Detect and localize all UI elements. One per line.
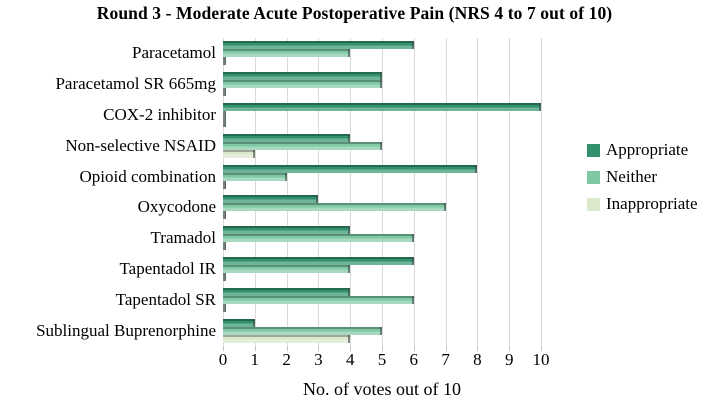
x-axis-tickmark <box>286 346 288 351</box>
gridline <box>286 38 288 346</box>
bar-appropriate-oxycodone <box>223 195 319 204</box>
category-label: Paracetamol SR 665mg <box>55 74 216 94</box>
bar-appropriate-tapentadol-sr <box>223 287 351 296</box>
x-axis-title: No. of votes out of 10 <box>303 379 461 399</box>
bar-inappropriate-paracetamol-sr-665mg <box>223 88 226 97</box>
x-tick-label: 9 <box>504 350 514 369</box>
x-tick-label: 1 <box>250 350 260 369</box>
gridline <box>509 38 511 346</box>
gridline <box>223 38 224 346</box>
bar-neither-oxycodone <box>223 203 446 212</box>
x-tick-label: 6 <box>409 350 419 369</box>
category-label: Oxycodone <box>137 197 216 217</box>
legend-item-inappropriate: Inappropriate <box>587 194 698 213</box>
gridline <box>382 38 383 346</box>
x-axis-tickmark <box>541 346 542 351</box>
x-tick-label: 2 <box>282 350 291 369</box>
legend-label: Inappropriate <box>606 194 698 213</box>
x-tick-label: 5 <box>377 350 387 369</box>
legend: Appropriate Neither Inappropriate <box>587 140 698 222</box>
x-axis-tickmark <box>445 346 447 351</box>
y-axis-category-labels: Paracetamol Paracetamol SR 665mg COX-2 inh… <box>0 38 216 346</box>
category-label: Tapentadol SR <box>115 289 216 309</box>
gridline <box>445 38 447 346</box>
x-tick-label: 0 <box>218 350 228 369</box>
bar-neither-paracetamol-sr-665mg <box>223 80 382 89</box>
bar-appropriate-non-selective-nsaid <box>223 133 351 142</box>
bar-appropriate-sublingual-buprenorphine <box>223 318 255 327</box>
category-label: Opioid combination <box>79 166 216 186</box>
bar-neither-sublingual-buprenorphine <box>223 326 382 335</box>
bar-inappropriate-oxycodone <box>223 211 226 220</box>
x-tick-label: 7 <box>441 350 450 369</box>
bar-neither-tramadol <box>223 234 414 243</box>
x-axis-tick-labels: 0 1 2 3 4 5 6 7 8 9 10 <box>219 350 550 372</box>
gridline <box>318 38 320 346</box>
x-axis-tickmark <box>413 346 415 351</box>
bar-appropriate-cox-2-inhibitor <box>223 103 541 111</box>
bar-appropriate-tramadol <box>223 226 351 235</box>
legend-swatch-appropriate <box>587 143 600 157</box>
bar-neither-cox-2-inhibitor <box>223 111 226 119</box>
bar-neither-paracetamol <box>223 49 351 58</box>
x-axis-tickmark <box>350 346 352 351</box>
bar-neither-non-selective-nsaid <box>223 141 382 150</box>
x-axis-tickmark <box>382 346 383 351</box>
x-axis-tickmark <box>477 346 479 351</box>
bar-inappropriate-non-selective-nsaid <box>223 149 255 158</box>
bar-inappropriate-tramadol <box>223 242 226 251</box>
category-label: Tapentadol IR <box>119 258 216 278</box>
x-axis-tickmark <box>254 346 256 351</box>
x-tick-label: 10 <box>532 350 550 369</box>
legend-label: Neither <box>606 167 657 186</box>
bar-appropriate-paracetamol <box>223 41 414 50</box>
x-tick-label: 8 <box>473 350 482 369</box>
bar-inappropriate-tapentadol-sr <box>223 303 226 312</box>
plot-area <box>223 38 542 346</box>
legend-swatch-inappropriate <box>587 197 600 211</box>
bar-inappropriate-tapentadol-ir <box>223 273 226 281</box>
bar-neither-opioid-combination <box>223 172 287 181</box>
bar-appropriate-opioid-combination <box>223 164 478 173</box>
bar-inappropriate-sublingual-buprenorphine <box>223 334 351 343</box>
bar-neither-tapentadol-sr <box>223 295 414 304</box>
bar-inappropriate-paracetamol <box>223 57 226 66</box>
chart-title: Round 3 - Moderate Acute Postoperative P… <box>96 3 613 23</box>
gridline <box>254 38 256 346</box>
bar-appropriate-paracetamol-sr-665mg <box>223 72 382 81</box>
category-label: Tramadol <box>150 228 217 248</box>
gridline <box>477 38 479 346</box>
x-tick-label: 3 <box>314 350 323 369</box>
bar-appropriate-tapentadol-ir <box>223 257 414 265</box>
bar-inappropriate-opioid-combination <box>223 180 226 189</box>
x-axis-tickmarks <box>223 346 542 352</box>
x-axis-tickmark <box>318 346 320 351</box>
gridline <box>350 38 352 346</box>
gridline <box>413 38 415 346</box>
bar-inappropriate-cox-2-inhibitor <box>223 119 226 127</box>
legend-swatch-neither <box>587 170 600 184</box>
category-label: Non-selective NSAID <box>65 135 216 155</box>
legend-item-appropriate: Appropriate <box>587 140 698 159</box>
x-axis-tickmark <box>509 346 511 351</box>
category-label: Sublingual Buprenorphine <box>36 320 216 340</box>
bar-neither-tapentadol-ir <box>223 265 351 273</box>
legend-item-neither: Neither <box>587 167 698 186</box>
category-label: Paracetamol <box>131 43 216 63</box>
category-label: COX-2 inhibitor <box>103 104 216 124</box>
x-axis-tickmark <box>223 346 224 351</box>
gridline <box>541 38 542 346</box>
legend-label: Appropriate <box>606 140 689 159</box>
x-tick-label: 4 <box>345 350 355 369</box>
